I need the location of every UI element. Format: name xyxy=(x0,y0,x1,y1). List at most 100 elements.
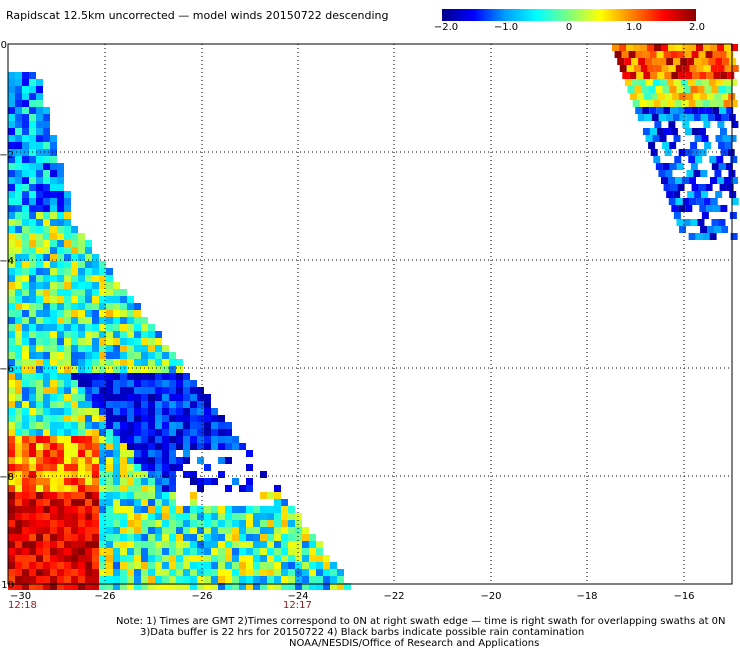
swath-cell xyxy=(15,170,22,177)
swath-cell xyxy=(57,492,64,499)
swath-cell xyxy=(22,457,29,464)
swath-cell xyxy=(260,562,267,569)
swath-cell xyxy=(99,555,106,562)
swath-cell xyxy=(15,121,22,128)
swath-cell xyxy=(141,576,148,583)
swath-cell xyxy=(309,548,316,555)
swath-cell xyxy=(106,443,113,450)
swath-cell xyxy=(71,471,78,478)
swath-cell xyxy=(155,485,162,492)
swath-cell xyxy=(106,303,113,310)
swath-cell xyxy=(92,541,99,548)
swath-cell xyxy=(29,212,36,219)
swath-cell xyxy=(43,569,50,576)
swath-cell xyxy=(683,86,691,93)
swath-cell xyxy=(57,352,64,359)
swath-cell xyxy=(162,464,169,471)
swath-cell xyxy=(43,464,50,471)
swath-cell xyxy=(85,450,92,457)
swath-cell xyxy=(113,331,120,338)
swath-cell xyxy=(78,499,85,506)
swath-cell xyxy=(92,331,99,338)
swath-cell xyxy=(99,317,106,324)
swath-cell xyxy=(691,51,699,58)
swath-cell xyxy=(113,401,120,408)
lon-label-first: −30 xyxy=(10,591,31,602)
swath-cell xyxy=(50,282,57,289)
swath-cell xyxy=(120,345,127,352)
swath-cell xyxy=(113,443,120,450)
swath-cell xyxy=(726,51,734,58)
swath-cell xyxy=(225,541,232,548)
swath-cell xyxy=(78,520,85,527)
swath-cell xyxy=(169,478,176,485)
swath-cell xyxy=(703,121,711,128)
swath-cell xyxy=(15,114,22,121)
swath-cell xyxy=(666,191,674,198)
swath-cell xyxy=(696,198,704,205)
swath-cell xyxy=(113,478,120,485)
swath-cell xyxy=(141,317,148,324)
swath-cell xyxy=(113,352,120,359)
swath-cell xyxy=(183,373,190,380)
swath-cell xyxy=(225,457,232,464)
swath-cell xyxy=(15,506,22,513)
swath-cell xyxy=(190,583,197,590)
swath-cell xyxy=(190,513,197,520)
swath-cell xyxy=(127,471,134,478)
swath-cell xyxy=(8,513,15,520)
swath-cell xyxy=(99,373,106,380)
swath-cell xyxy=(155,345,162,352)
swath-cell xyxy=(15,233,22,240)
swath-cell xyxy=(50,359,57,366)
swath-cell xyxy=(99,331,106,338)
swath-cell xyxy=(8,135,15,142)
swath-cell xyxy=(697,86,705,93)
swath-cell xyxy=(8,520,15,527)
swath-cell xyxy=(169,429,176,436)
swath-cell xyxy=(8,170,15,177)
swath-cell xyxy=(127,331,134,338)
swath-cell xyxy=(64,443,71,450)
swath-cell xyxy=(43,184,50,191)
swath-cell xyxy=(113,373,120,380)
swath-cell xyxy=(155,373,162,380)
swath-cell xyxy=(183,576,190,583)
swath-cell xyxy=(239,443,246,450)
swath-cell xyxy=(22,86,29,93)
swath-cell xyxy=(85,534,92,541)
swath-cell xyxy=(8,457,15,464)
swath-cell xyxy=(120,569,127,576)
swath-cell xyxy=(704,142,712,149)
swath-cell xyxy=(239,513,246,520)
swath-cell xyxy=(57,520,64,527)
swath-cell xyxy=(64,303,71,310)
swath-cell xyxy=(656,51,664,58)
swath-cell xyxy=(36,359,43,366)
swath-cell xyxy=(636,72,644,79)
swath-cell xyxy=(302,569,309,576)
swath-cell xyxy=(15,226,22,233)
swath-cell xyxy=(683,219,691,226)
swath-cell xyxy=(8,548,15,555)
swath-cell xyxy=(309,569,316,576)
swath-cell xyxy=(260,513,267,520)
swath-cell xyxy=(267,520,274,527)
swath-cell xyxy=(640,65,648,72)
swath-cell xyxy=(155,576,162,583)
swath-cell xyxy=(120,408,127,415)
swath-cell xyxy=(176,527,183,534)
swath-cell xyxy=(162,506,169,513)
swath-cell xyxy=(120,380,127,387)
swath-cell xyxy=(113,541,120,548)
swath-cell xyxy=(246,464,253,471)
swath-cell xyxy=(8,317,15,324)
swath-cell xyxy=(57,506,64,513)
swath-cell xyxy=(22,569,29,576)
swath-cell xyxy=(731,121,739,128)
swath-cell xyxy=(141,541,148,548)
swath-cell xyxy=(50,352,57,359)
swath-cell xyxy=(670,184,678,191)
swath-cell xyxy=(85,499,92,506)
swath-cell xyxy=(120,506,127,513)
